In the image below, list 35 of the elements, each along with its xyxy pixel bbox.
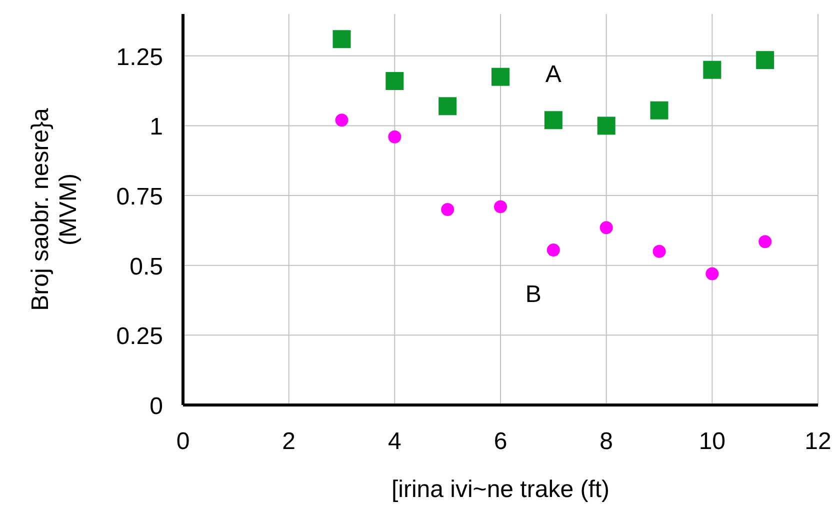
series-label: B bbox=[525, 280, 542, 308]
y-tick-label: 0.75 bbox=[116, 184, 163, 211]
point bbox=[544, 111, 562, 130]
x-axis-title: [irina ivi~ne trake (ft) bbox=[391, 476, 610, 503]
y-tick-label: 0.25 bbox=[116, 323, 163, 350]
y-tick-label: 0 bbox=[150, 393, 163, 420]
point bbox=[758, 235, 772, 248]
point bbox=[492, 68, 510, 86]
x-tick-label: 6 bbox=[494, 428, 508, 455]
point bbox=[388, 130, 402, 144]
x-tick-label: 4 bbox=[388, 428, 402, 455]
y-tick-label: 1 bbox=[150, 114, 163, 141]
y-tick-label: 1.25 bbox=[116, 44, 163, 71]
x-tick-label: 12 bbox=[804, 428, 832, 455]
point bbox=[597, 116, 616, 135]
point bbox=[386, 72, 404, 90]
point bbox=[600, 221, 613, 234]
series-label: A bbox=[545, 61, 562, 88]
point bbox=[706, 267, 719, 280]
x-tick-label: 0 bbox=[176, 428, 190, 455]
point bbox=[332, 30, 351, 48]
x-tick-label: 2 bbox=[282, 428, 296, 455]
y-tick-label: 0.5 bbox=[130, 253, 163, 280]
point bbox=[652, 244, 666, 258]
point bbox=[650, 101, 668, 120]
point bbox=[441, 203, 454, 216]
point bbox=[546, 243, 560, 256]
point bbox=[438, 97, 457, 116]
x-tick-label: 10 bbox=[698, 428, 726, 455]
x-tick-label: 8 bbox=[600, 428, 614, 455]
point bbox=[494, 200, 507, 214]
point bbox=[756, 51, 774, 70]
y-axis-title: Broj saobr. nesre}a (MVM) bbox=[27, 107, 82, 311]
point bbox=[703, 60, 722, 79]
point bbox=[335, 114, 348, 127]
